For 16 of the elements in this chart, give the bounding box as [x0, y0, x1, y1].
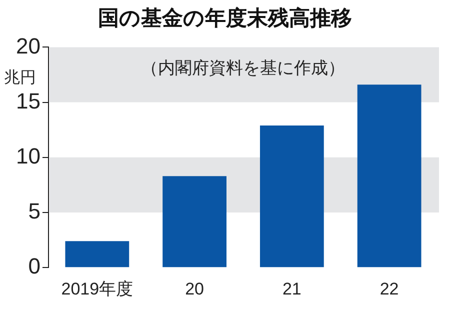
chart-title: 国の基金の年度末残高推移 — [97, 5, 353, 32]
x-tick-label: 22 — [380, 279, 399, 298]
y-tick-label: 5 — [28, 198, 40, 224]
bar — [357, 84, 422, 268]
bar — [65, 241, 130, 268]
x-tick-label: 21 — [282, 279, 302, 298]
bar — [162, 176, 226, 268]
y-tick-label: 0 — [28, 254, 40, 279]
bar — [260, 125, 324, 268]
y-tick-label: 10 — [16, 143, 40, 168]
y-axis-title: 兆円 — [4, 67, 36, 86]
x-tick-label: 2019年度 — [61, 279, 134, 298]
y-tick-label: 20 — [16, 33, 40, 58]
x-tick-label: 20 — [185, 279, 204, 298]
text: （内閣府資料を基に作成） — [141, 58, 346, 79]
y-tick-label: 15 — [16, 88, 40, 114]
